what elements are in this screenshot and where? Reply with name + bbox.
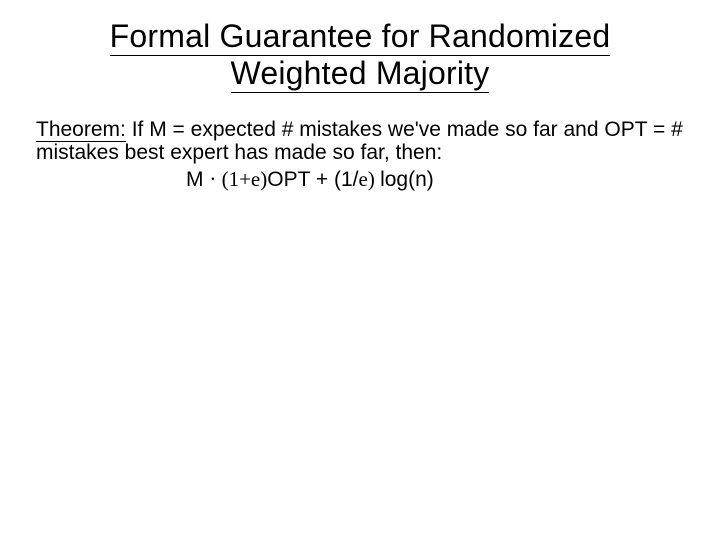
leq-symbol: · <box>209 167 221 191</box>
title-line-1: Formal Guarantee for Randomized <box>110 18 611 56</box>
epsilon-1: e <box>251 167 260 191</box>
formula-lhs: M <box>186 168 209 191</box>
close2: ) <box>368 167 380 191</box>
theorem-label: Theorem: <box>36 118 126 142</box>
theorem-text: If M = expected # mistakes we've made so… <box>36 118 683 165</box>
slide-title: Formal Guarantee for Randomized Weighted… <box>36 18 684 92</box>
formula: M · (1+e)OPT + (1/e) log(n) <box>36 167 684 192</box>
slide: Formal Guarantee for Randomized Weighted… <box>0 0 720 540</box>
opt: OPT <box>267 168 310 191</box>
plus: + (1/ <box>310 168 358 191</box>
theorem-block: Theorem: If M = expected # mistakes we'v… <box>36 118 684 165</box>
epsilon-2: e <box>359 167 368 191</box>
logn: log(n) <box>380 168 434 191</box>
title-line-2: Weighted Majority <box>231 55 490 93</box>
term1-open: (1+ <box>222 167 251 191</box>
